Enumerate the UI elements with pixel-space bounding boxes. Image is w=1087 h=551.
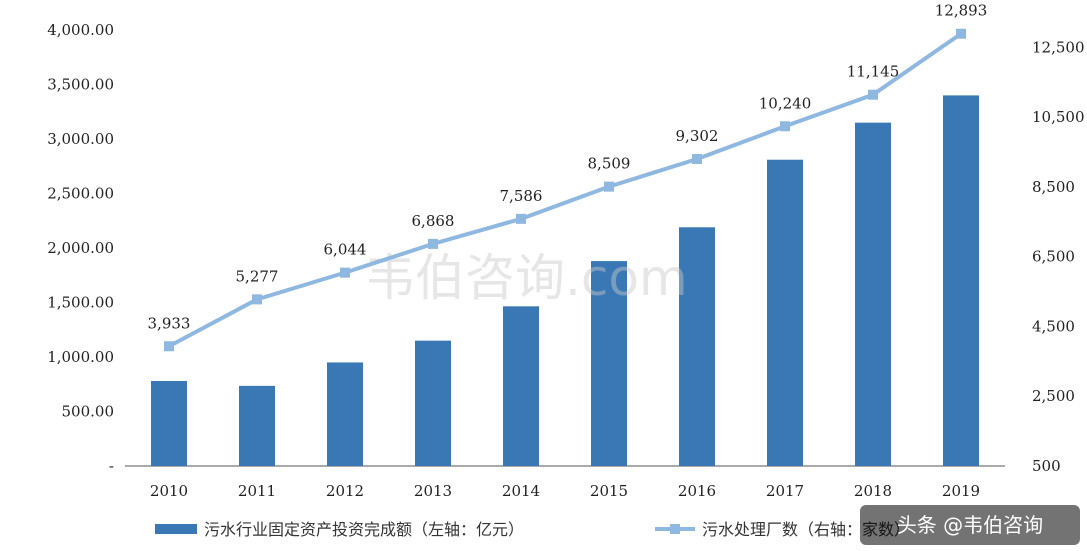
left-tick-label: 3,000.00 bbox=[47, 130, 114, 148]
x-axis: 2010 2011 2012 2013 2014 2015 2016 2017 2018 2019 bbox=[150, 482, 980, 500]
x-tick-label: 2010 bbox=[150, 482, 188, 500]
bar bbox=[151, 381, 187, 466]
bar bbox=[415, 341, 451, 466]
data-label: 3,933 bbox=[148, 314, 191, 332]
x-tick-label: 2017 bbox=[766, 482, 804, 500]
bar bbox=[239, 386, 275, 466]
x-tick-label: 2012 bbox=[326, 482, 364, 500]
legend-bar-label: 污水行业固定资产投资完成额（左轴：亿元） bbox=[204, 520, 524, 539]
x-tick-label: 2015 bbox=[590, 482, 628, 500]
bar bbox=[327, 362, 363, 466]
right-tick-label: 500 bbox=[1032, 457, 1061, 475]
x-tick-label: 2014 bbox=[502, 482, 540, 500]
line-point bbox=[956, 29, 966, 39]
x-tick-label: 2016 bbox=[678, 482, 716, 500]
line-point bbox=[164, 341, 174, 351]
left-tick-label: 500.00 bbox=[62, 403, 115, 421]
right-tick-label: 6,500 bbox=[1032, 248, 1075, 266]
line-point bbox=[604, 182, 614, 192]
data-label: 8,509 bbox=[588, 155, 631, 173]
right-axis: 500 2,500 4,500 6,500 8,500 10,500 12,500 bbox=[1032, 38, 1085, 475]
bar bbox=[943, 95, 979, 466]
data-label: 6,044 bbox=[324, 241, 367, 259]
line-point bbox=[516, 214, 526, 224]
right-tick-label: 4,500 bbox=[1032, 317, 1075, 335]
line-point bbox=[692, 154, 702, 164]
bar bbox=[855, 123, 891, 466]
data-label: 5,277 bbox=[236, 267, 279, 285]
line-point bbox=[868, 90, 878, 100]
left-tick-label: 1,000.00 bbox=[47, 348, 114, 366]
left-tick-label: 2,000.00 bbox=[47, 239, 114, 257]
x-tick-label: 2018 bbox=[854, 482, 892, 500]
data-label: 9,302 bbox=[676, 127, 719, 145]
right-tick-label: 2,500 bbox=[1032, 387, 1075, 405]
line-point bbox=[252, 294, 262, 304]
source-badge: 头条 @韦伯咨询 bbox=[860, 505, 1080, 545]
line-point bbox=[428, 239, 438, 249]
x-tick-label: 2019 bbox=[942, 482, 980, 500]
left-axis: - 500.00 1,000.00 1,500.00 2,000.00 2,500.00 3… bbox=[47, 21, 114, 475]
bar bbox=[767, 160, 803, 466]
legend-line-marker bbox=[670, 524, 680, 534]
line-point bbox=[780, 121, 790, 131]
right-tick-label: 10,500 bbox=[1032, 108, 1085, 126]
right-tick-label: 12,500 bbox=[1032, 38, 1085, 56]
left-tick-label: - bbox=[109, 457, 114, 475]
bar bbox=[503, 306, 539, 466]
left-tick-label: 2,500.00 bbox=[47, 185, 114, 203]
legend: 污水行业固定资产投资完成额（左轴：亿元） 污水处理厂数（右轴：家数） bbox=[155, 520, 910, 539]
data-label: 10,240 bbox=[759, 94, 812, 112]
data-label: 12,893 bbox=[935, 2, 988, 20]
line-point bbox=[340, 268, 350, 278]
x-tick-label: 2011 bbox=[238, 482, 276, 500]
data-label: 6,868 bbox=[412, 212, 455, 230]
right-tick-label: 8,500 bbox=[1032, 178, 1075, 196]
data-label: 11,145 bbox=[847, 63, 900, 81]
left-tick-label: 4,000.00 bbox=[47, 21, 114, 39]
x-tick-label: 2013 bbox=[414, 482, 452, 500]
left-tick-label: 1,500.00 bbox=[47, 294, 114, 312]
data-label: 7,586 bbox=[500, 187, 543, 205]
watermark: 韦伯咨询.com bbox=[365, 249, 688, 307]
left-tick-label: 3,500.00 bbox=[47, 76, 114, 94]
legend-bar-swatch bbox=[155, 524, 197, 534]
